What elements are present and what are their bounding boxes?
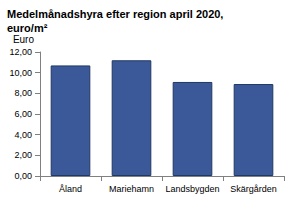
svg-text:12,00: 12,00 [9,47,32,57]
svg-text:6,00: 6,00 [14,109,32,119]
svg-text:4,00: 4,00 [14,130,32,140]
svg-text:euro/m²: euro/m² [7,22,48,34]
svg-text:8,00: 8,00 [14,88,32,98]
svg-text:Åland: Åland [59,184,82,194]
svg-text:Mariehamn: Mariehamn [109,184,154,194]
svg-text:Euro: Euro [13,34,35,45]
svg-text:10,00: 10,00 [9,68,32,78]
svg-text:2,00: 2,00 [14,150,32,160]
svg-text:Skärgården: Skärgården [230,184,277,194]
svg-text:0,00: 0,00 [14,171,32,181]
svg-text:Medelmånadshyra efter region a: Medelmånadshyra efter region april 2020, [7,8,226,20]
svg-text:Landsbygden: Landsbygden [165,184,219,194]
